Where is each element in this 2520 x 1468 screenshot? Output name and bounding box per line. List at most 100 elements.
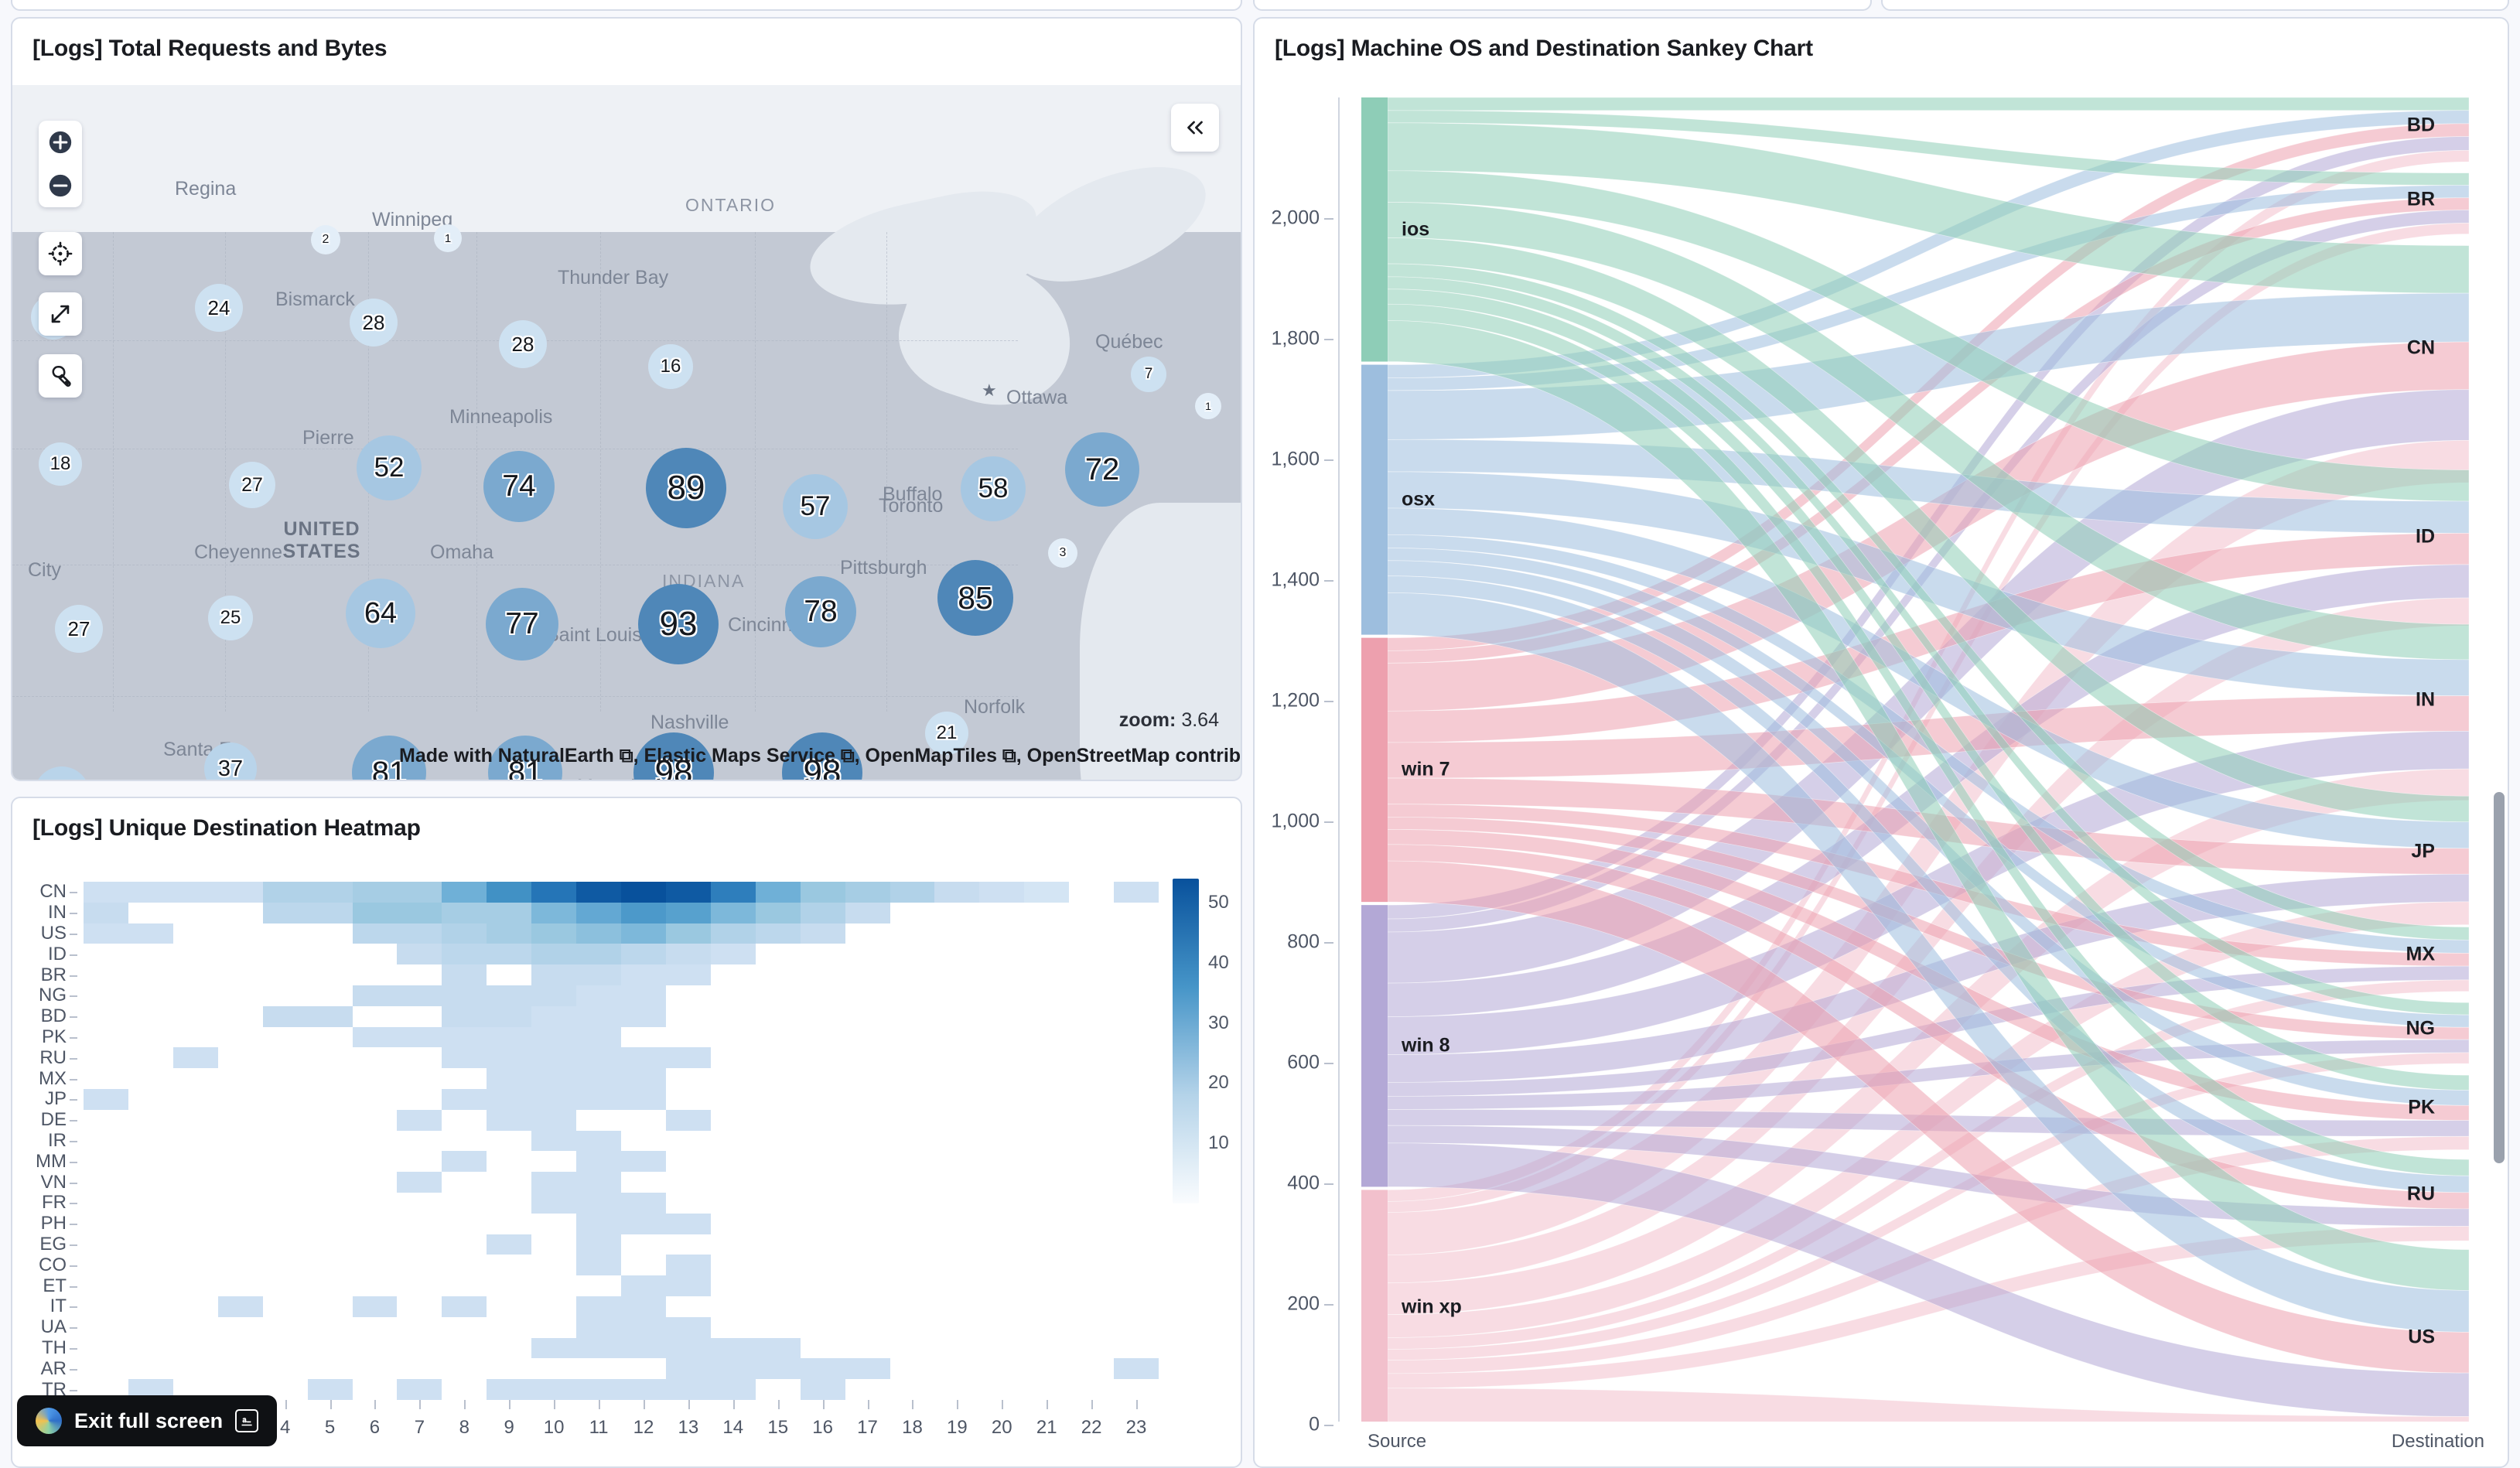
heatmap-cell[interactable] <box>845 923 890 944</box>
heatmap-cell[interactable] <box>845 944 890 965</box>
heatmap-cell[interactable] <box>665 1379 711 1400</box>
heatmap-cell[interactable] <box>128 1172 173 1193</box>
heatmap-cell[interactable] <box>217 1005 263 1027</box>
heatmap-cell[interactable] <box>979 1337 1025 1359</box>
heatmap-cell[interactable] <box>890 1337 935 1359</box>
heatmap-cell[interactable] <box>755 1047 801 1069</box>
heatmap-cell[interactable] <box>800 1379 845 1400</box>
heatmap-cell[interactable] <box>979 1130 1025 1152</box>
heatmap-cell[interactable] <box>217 1337 263 1359</box>
heatmap-cell[interactable] <box>800 1026 845 1048</box>
heatmap-cell[interactable] <box>1114 985 1159 1006</box>
heatmap-cell[interactable] <box>755 964 801 985</box>
heatmap-cell[interactable] <box>172 1005 218 1027</box>
heatmap-cell[interactable] <box>217 1130 263 1152</box>
map-canvas[interactable]: Regina Winnipeg Thunder Bay Québec Ottawa Tor… <box>12 85 1241 780</box>
heatmap-cell[interactable] <box>397 964 442 985</box>
heatmap-cell[interactable] <box>307 1213 353 1234</box>
heatmap-cell[interactable] <box>621 1192 666 1214</box>
map-cluster-marker[interactable]: 37 <box>204 743 257 780</box>
collapse-legend-icon[interactable] <box>1171 104 1219 152</box>
heatmap-cell[interactable] <box>845 1151 890 1173</box>
heatmap-cell[interactable] <box>217 1047 263 1069</box>
heatmap-cell[interactable] <box>665 1275 711 1296</box>
heatmap-cell[interactable] <box>979 1151 1025 1173</box>
heatmap-cell[interactable] <box>576 923 621 944</box>
heatmap-cell[interactable] <box>1069 1192 1115 1214</box>
map-fit-control[interactable] <box>39 292 82 336</box>
heatmap-cell[interactable] <box>979 1275 1025 1296</box>
heatmap-cell[interactable] <box>531 1026 577 1048</box>
heatmap-cell[interactable] <box>1069 1109 1115 1131</box>
map-cluster-marker[interactable]: 93 <box>638 584 719 664</box>
heatmap-cell[interactable] <box>1069 1358 1115 1380</box>
heatmap-cell[interactable] <box>262 964 308 985</box>
heatmap-cell[interactable] <box>1114 882 1159 903</box>
heatmap-cell[interactable] <box>352 1213 398 1234</box>
heatmap-cell[interactable] <box>979 1026 1025 1048</box>
heatmap-cell[interactable] <box>665 882 711 903</box>
heatmap-cell[interactable] <box>307 985 353 1006</box>
heatmap-cell[interactable] <box>1024 944 1070 965</box>
heatmap-cell[interactable] <box>128 964 173 985</box>
sankey-source-node[interactable] <box>1361 1190 1388 1422</box>
heatmap-cell[interactable] <box>576 1296 621 1317</box>
heatmap-cell[interactable] <box>442 944 487 965</box>
heatmap-cell[interactable] <box>755 1109 801 1131</box>
heatmap-cell[interactable] <box>307 1192 353 1214</box>
heatmap-cell[interactable] <box>710 902 756 923</box>
heatmap-cell[interactable] <box>531 1088 577 1110</box>
heatmap-cell[interactable] <box>665 902 711 923</box>
heatmap-cell[interactable] <box>1024 1337 1070 1359</box>
heatmap-cell[interactable] <box>84 902 128 923</box>
heatmap-cell[interactable] <box>576 1109 621 1131</box>
heatmap-cell[interactable] <box>621 1275 666 1296</box>
heatmap-cell[interactable] <box>934 1255 980 1276</box>
heatmap-cell[interactable] <box>934 902 980 923</box>
heatmap-cell[interactable] <box>979 1068 1025 1089</box>
heatmap-cell[interactable] <box>1114 1151 1159 1173</box>
map-cluster-marker[interactable]: 27 <box>55 605 103 653</box>
heatmap-cell[interactable] <box>665 1047 711 1069</box>
heatmap-cell[interactable] <box>307 1047 353 1069</box>
heatmap-cell[interactable] <box>1024 1192 1070 1214</box>
fit-bounds-icon[interactable] <box>39 292 82 336</box>
heatmap-cell[interactable] <box>397 882 442 903</box>
map-cluster-marker[interactable]: 18 <box>39 442 82 486</box>
heatmap-cell[interactable] <box>621 1151 666 1173</box>
heatmap-cell[interactable] <box>128 1068 173 1089</box>
heatmap-cell[interactable] <box>487 882 532 903</box>
heatmap-cell[interactable] <box>665 923 711 944</box>
heatmap-cell[interactable] <box>307 1026 353 1048</box>
heatmap-cell[interactable] <box>217 1275 263 1296</box>
heatmap-cell[interactable] <box>979 1192 1025 1214</box>
heatmap-cell[interactable] <box>890 985 935 1006</box>
heatmap-cell[interactable] <box>845 1275 890 1296</box>
heatmap-cell[interactable] <box>172 964 218 985</box>
heatmap-cell[interactable] <box>934 1234 980 1255</box>
heatmap-cell[interactable] <box>934 1192 980 1214</box>
heatmap-cell[interactable] <box>934 1379 980 1400</box>
map-cluster-marker[interactable]: 24 <box>195 284 243 332</box>
heatmap-cell[interactable] <box>800 923 845 944</box>
sankey-plot-area[interactable]: ios osx win 7 win 8 win xp BD BR CN ID IN JP MX NG PK… <box>1361 97 2492 1422</box>
heatmap-cell[interactable] <box>665 1068 711 1089</box>
heatmap-cell[interactable] <box>352 944 398 965</box>
heatmap-cell[interactable] <box>172 1068 218 1089</box>
heatmap-cell[interactable] <box>1024 1026 1070 1048</box>
heatmap-cell[interactable] <box>1114 1337 1159 1359</box>
heatmap-cell[interactable] <box>800 964 845 985</box>
heatmap-cell[interactable] <box>1114 923 1159 944</box>
heatmap-cell[interactable] <box>217 1109 263 1131</box>
heatmap-cell[interactable] <box>217 1296 263 1317</box>
heatmap-cell[interactable] <box>397 1213 442 1234</box>
heatmap-cell[interactable] <box>890 1151 935 1173</box>
heatmap-cell[interactable] <box>1069 1296 1115 1317</box>
sankey-link[interactable] <box>1387 1135 2470 1374</box>
heatmap-cell[interactable] <box>262 1068 308 1089</box>
heatmap-cell[interactable] <box>128 1151 173 1173</box>
heatmap-cell[interactable] <box>1069 1047 1115 1069</box>
heatmap-cell[interactable] <box>531 1358 577 1380</box>
heatmap-cell[interactable] <box>934 1296 980 1317</box>
heatmap-cell[interactable] <box>621 1130 666 1152</box>
